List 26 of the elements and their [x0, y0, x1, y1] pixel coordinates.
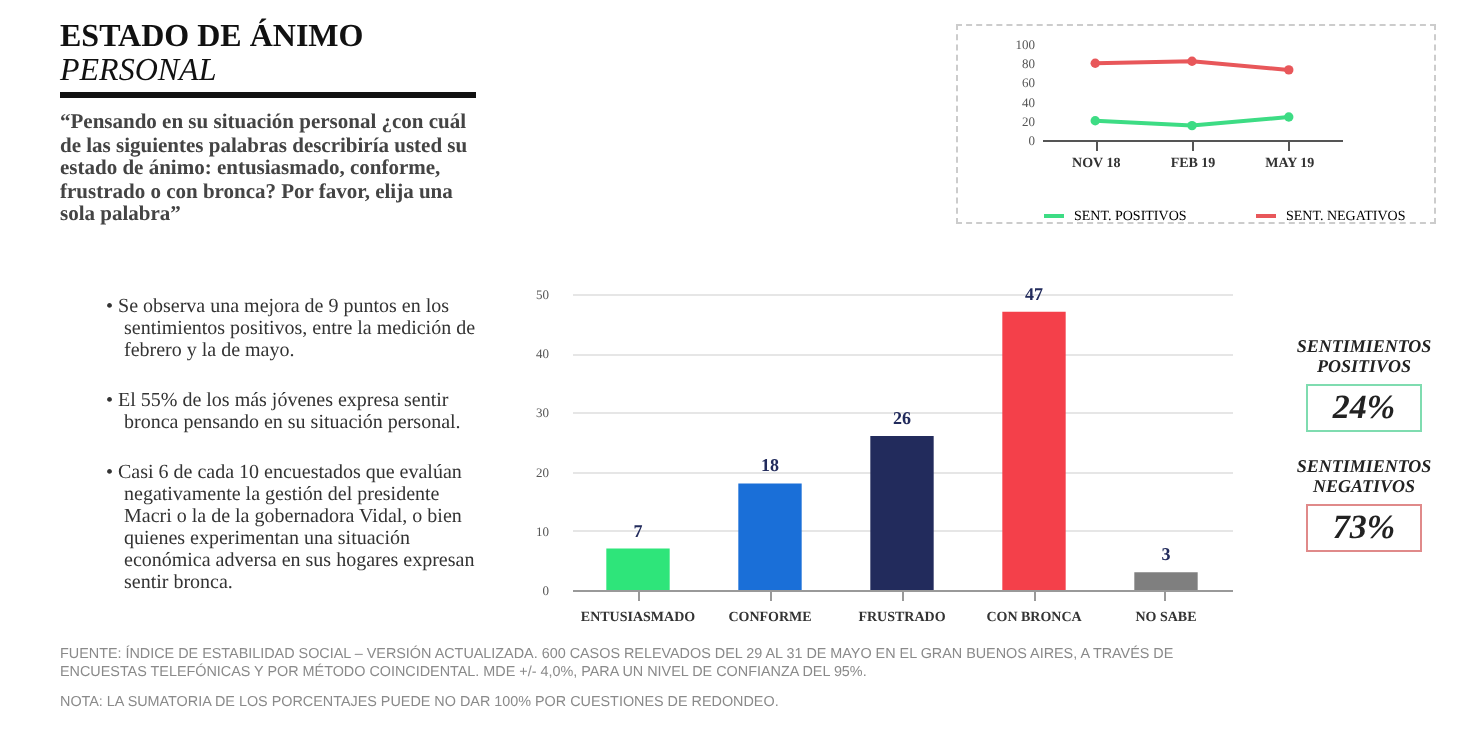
data-label: 3	[1161, 544, 1172, 565]
text: SENTIMIENTOS NEGATIVOS	[1294, 456, 1434, 496]
text: 24%	[1306, 384, 1422, 432]
text: 73%	[1306, 504, 1422, 552]
data-label: 18	[761, 455, 780, 476]
point	[1284, 112, 1294, 122]
bar	[870, 436, 934, 590]
bar	[738, 483, 802, 590]
text: “Pensando en su situación personal ¿con cuál de las siguientes palabras describiría usted su estado de ánimo: entusiasmado, conforme, frustrado o con bronca? Por favor, elija una sola palabra”	[60, 112, 470, 227]
data-label: 7	[633, 520, 644, 541]
text: ESTADO DE ÁNIMO	[60, 20, 366, 54]
text: PERSONAL	[60, 54, 476, 98]
point	[1187, 120, 1197, 131]
text: • Casi 6 de cada 10 encuestados que evalúan negativamente la gestión del presidente Macri o la de la gobernadora Vidal, o bien quienes experimentan una situación económica adversa en sus hogares expresan sentir bronca.	[106, 461, 476, 593]
data-label: 26	[893, 408, 912, 429]
point	[1187, 56, 1197, 66]
point	[1090, 58, 1100, 68]
text: • Se observa una mejora de 9 puntos en los sentimientos positivos, entre la medición de febrero y la de mayo.	[106, 295, 476, 361]
point	[1284, 65, 1294, 75]
bar	[606, 548, 670, 590]
text: SENTIMIENTOS POSITIVOS	[1294, 336, 1434, 376]
point	[1090, 116, 1100, 126]
bar	[1002, 311, 1066, 590]
data-label: 47	[1025, 283, 1044, 304]
bar	[1134, 572, 1198, 590]
text: • El 55% de los más jóvenes expresa sentir bronca pensando en su situación personal.	[106, 389, 463, 433]
